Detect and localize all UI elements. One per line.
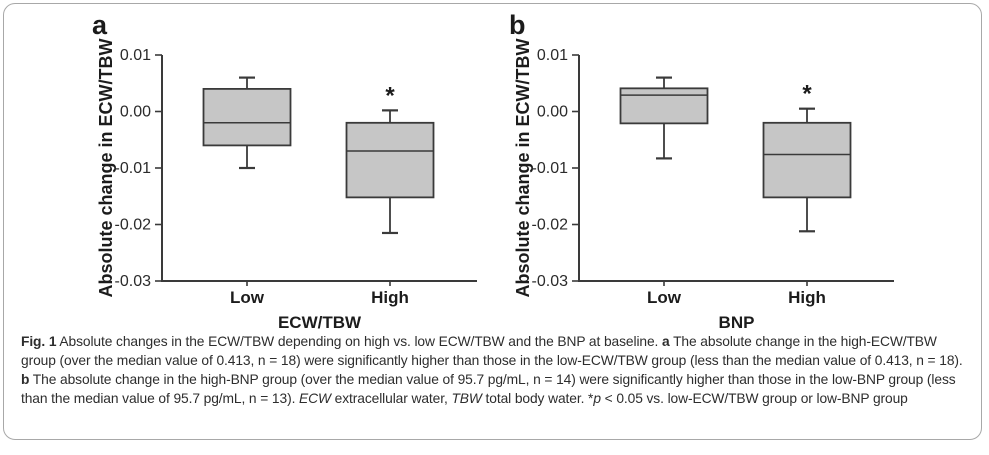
y-tick-label: 0.01 — [537, 47, 568, 64]
figure-frame — [3, 3, 982, 440]
figure-caption: Fig. 1 Absolute changes in the ECW/TBW d… — [21, 332, 971, 408]
caption-segment: < 0.05 vs. low-ECW/TBW group or low-BNP … — [600, 391, 908, 406]
caption-segment: ECW — [299, 391, 331, 406]
caption-segment: Absolute changes in the ECW/TBW dependin… — [56, 334, 663, 349]
y-tick-label: -0.02 — [115, 217, 152, 234]
y-tick-label: -0.03 — [115, 273, 152, 290]
y-axis-title: Absolute change in ECW/TBW — [96, 38, 116, 297]
y-tick-label: 0.00 — [120, 104, 151, 121]
box-high-iqr — [762, 121, 852, 199]
y-axis-title: Absolute change in ECW/TBW — [513, 38, 533, 297]
caption-segment: TBW — [451, 391, 482, 406]
category-label-low: Low — [230, 288, 265, 307]
caption-segment: b — [21, 372, 30, 387]
category-label-low: Low — [647, 288, 682, 307]
caption-segment: The absolute change in the high-BNP grou… — [21, 372, 956, 406]
caption-segment: The absolute change in the high-ECW/TBW … — [21, 334, 963, 368]
x-axis-title: BNP — [719, 313, 755, 332]
panel-label-b: b — [509, 10, 526, 40]
significance-asterisk: * — [385, 82, 395, 109]
significance-asterisk: * — [802, 81, 812, 108]
y-tick-label: -0.01 — [115, 160, 152, 177]
caption-segment: a — [662, 334, 670, 349]
caption-segment: total body water. * — [481, 391, 594, 406]
x-axis-title: ECW/TBW — [278, 313, 362, 332]
caption-segment: Fig. 1 — [21, 334, 57, 349]
panel-label-a: a — [92, 10, 108, 40]
y-tick-label: 0.01 — [120, 47, 151, 64]
caption-segment: p — [593, 391, 601, 406]
caption-segment: extracellular water, — [330, 391, 452, 406]
y-tick-label: -0.03 — [532, 273, 569, 290]
y-tick-label: -0.02 — [532, 217, 569, 234]
category-label-high: High — [788, 288, 826, 307]
category-label-high: High — [371, 288, 409, 307]
y-tick-label: 0.00 — [537, 104, 568, 121]
box-low-iqr — [619, 87, 709, 125]
box-high-iqr — [345, 121, 435, 199]
y-tick-label: -0.01 — [532, 160, 569, 177]
box-low-iqr — [202, 88, 292, 147]
